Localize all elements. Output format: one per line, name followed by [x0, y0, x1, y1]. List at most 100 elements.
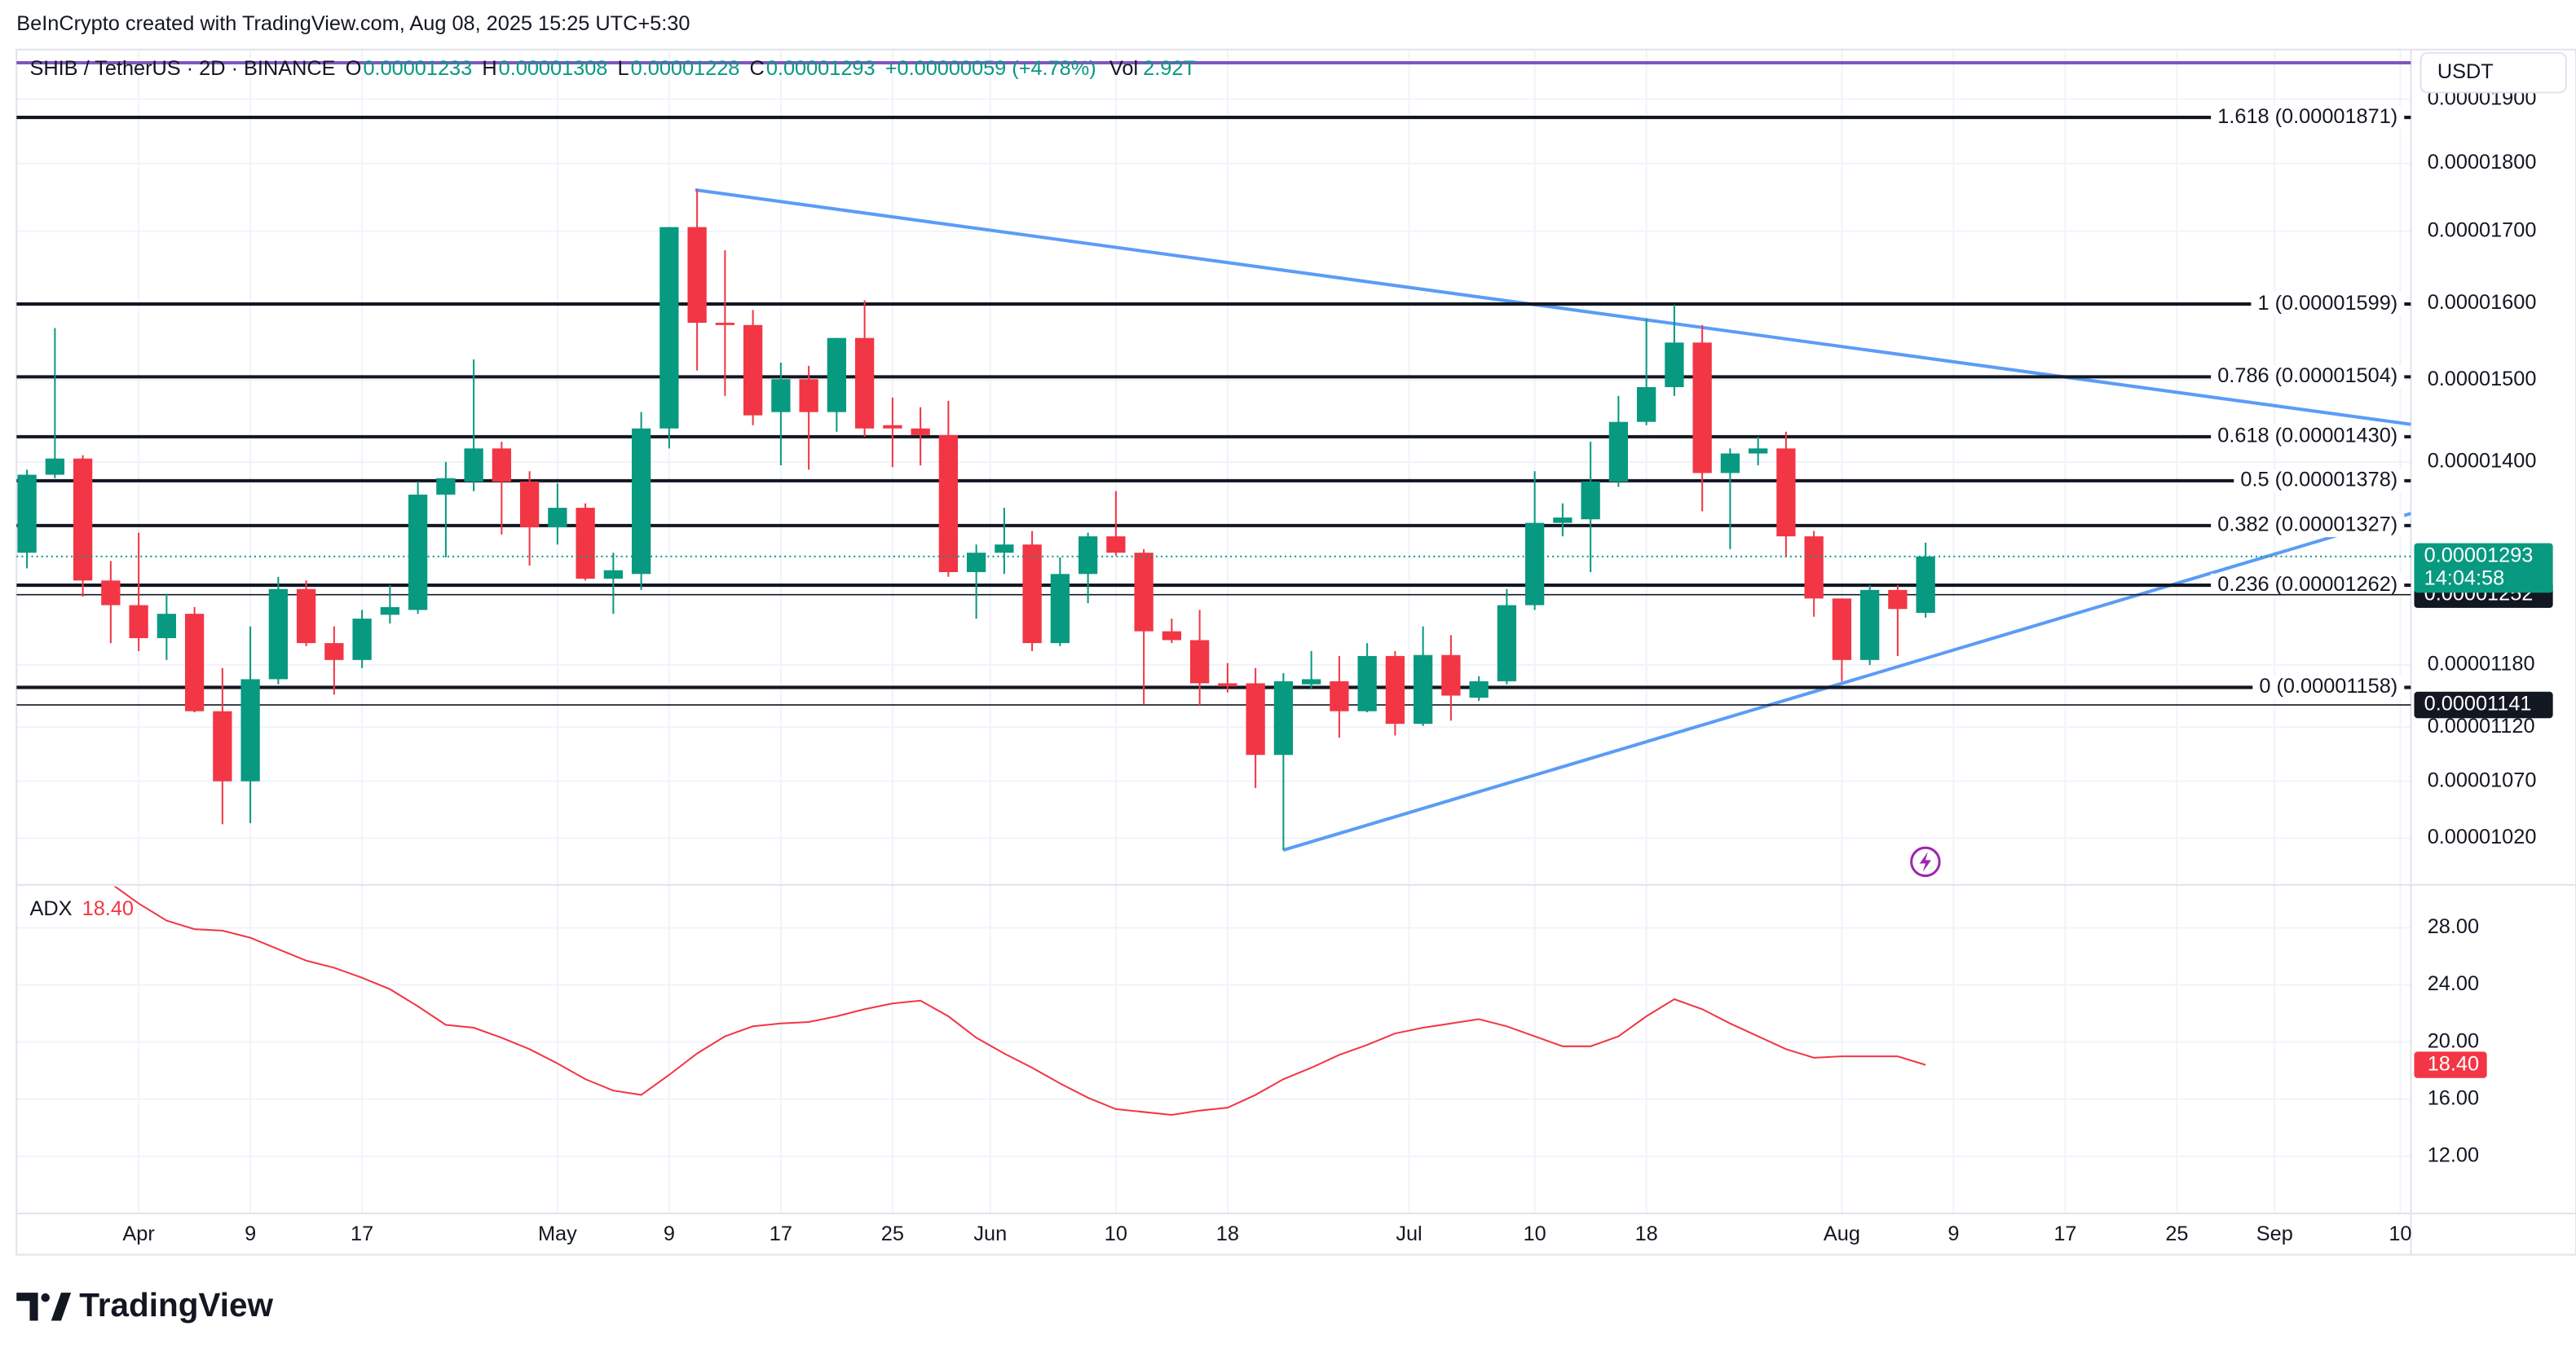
candle-body — [1246, 683, 1265, 755]
x-tick-label: 25 — [2165, 1222, 2188, 1245]
candle-body — [157, 614, 176, 639]
candle-body — [1916, 556, 1935, 613]
x-tick-label: Jun — [973, 1222, 1007, 1245]
candle-body — [380, 606, 400, 615]
candle-body — [464, 448, 483, 482]
y-tick-label: 0.00001500 — [2428, 368, 2537, 390]
candle-body — [631, 428, 651, 575]
candle-body — [1749, 448, 1768, 454]
candle-body — [1134, 553, 1153, 632]
x-tick-label: 25 — [881, 1222, 904, 1245]
currency-box — [2419, 51, 2567, 94]
x-tick-label: 18 — [1635, 1222, 1658, 1245]
y-tick-label: 24.00 — [2428, 972, 2479, 995]
candle-body — [883, 425, 902, 429]
countdown: 14:04:58 — [2424, 567, 2505, 590]
x-tick-label: 18 — [1216, 1222, 1239, 1245]
candle-body — [1106, 536, 1126, 553]
y-tick-label: 0.00001700 — [2428, 218, 2537, 241]
fib-label: 0.382 (0.00001327) — [2217, 513, 2397, 536]
legend-key: O — [346, 57, 362, 80]
credit: BeInCrypto created with TradingView.com,… — [16, 12, 690, 35]
lightning-icon — [1910, 846, 1941, 878]
candle-body — [1385, 655, 1405, 725]
y-tick-label: 0.00001120 — [2428, 715, 2535, 738]
candle-body — [1330, 681, 1349, 711]
candle-body — [659, 227, 679, 429]
candle-body — [938, 434, 959, 572]
fib-label-bg — [2211, 105, 2405, 130]
candle-body — [129, 605, 148, 639]
adx-line — [113, 886, 1926, 1116]
candle-body — [1637, 387, 1656, 422]
x-tick-label: 9 — [245, 1222, 256, 1245]
fib-label-bg — [2252, 676, 2405, 699]
candle-body — [548, 508, 567, 528]
adx-name: ADX — [29, 897, 72, 920]
candle-body — [1776, 448, 1796, 537]
brand-logo — [16, 1293, 72, 1321]
candle-body — [1497, 605, 1517, 681]
candle-body — [799, 379, 818, 412]
candle-body — [296, 588, 316, 644]
y-tick-label: 0.00001400 — [2428, 449, 2537, 472]
x-tick-label: 10 — [1105, 1222, 1127, 1245]
x-tick-label: 17 — [2053, 1222, 2076, 1245]
candle-body — [603, 570, 624, 579]
current-price-badge — [2414, 543, 2553, 593]
candle-body — [408, 494, 428, 610]
candle-body — [184, 614, 205, 711]
fib-label: 1.618 (0.00001871) — [2217, 105, 2397, 128]
candle-body — [854, 337, 875, 429]
x-tick-label: Jul — [1396, 1222, 1422, 1245]
candle-body — [966, 553, 986, 572]
fib-label-bg — [2211, 573, 2405, 597]
legend-symbol: SHIB / TetherUS · 2D · BINANCE — [29, 57, 335, 80]
candle-body — [1413, 654, 1433, 725]
lower-trendline — [1282, 512, 2411, 852]
fib-label: 0.5 (0.00001378) — [2240, 469, 2397, 491]
candle-body — [1218, 683, 1237, 687]
fib-label-bg — [2211, 513, 2405, 538]
fib-label: 0.786 (0.00001504) — [2217, 364, 2397, 387]
candle-body — [352, 619, 372, 660]
candle-body — [268, 588, 289, 680]
price-badge — [2414, 691, 2553, 719]
fib-label-bg — [2211, 365, 2405, 389]
candle-body — [715, 323, 735, 325]
legend-value: 0.00001308 — [499, 57, 608, 80]
price-pane: 1.618 (0.00001871) 1 (0.00001599) 0.786 (0… — [16, 105, 2411, 852]
candle-body — [1441, 654, 1461, 696]
candle-body — [45, 458, 64, 475]
y-tick-label: 12.00 — [2428, 1143, 2479, 1166]
candle-body — [1078, 536, 1098, 575]
candle-body — [771, 379, 791, 412]
fib-label-bg — [2211, 425, 2405, 449]
candle-body — [1581, 481, 1600, 520]
candle-body — [1050, 574, 1070, 644]
candle-body — [1860, 589, 1880, 660]
candle-body — [17, 474, 37, 553]
legend-key: Vol — [1109, 57, 1138, 80]
y-tick-label: 0.00001180 — [2428, 653, 2535, 676]
x-tick-label: Apr — [122, 1222, 155, 1245]
y-tick-label: 0.00001600 — [2428, 291, 2537, 314]
adx-badge-label: 18.40 — [2428, 1052, 2479, 1075]
x-tick-label: May — [538, 1222, 577, 1245]
candle-body — [576, 508, 595, 579]
current-price-label: 0.00001293 — [2424, 544, 2534, 566]
candle-body — [995, 544, 1014, 553]
fib-label-bg — [2234, 469, 2405, 493]
brand: TradingView — [79, 1286, 273, 1324]
candle-body — [1162, 631, 1182, 641]
fib-label: 1 (0.00001599) — [2258, 292, 2398, 315]
candle-body — [827, 337, 847, 412]
legend-value: 0.00001233 — [363, 57, 472, 80]
candle-body — [101, 580, 121, 606]
x-tick-label: 10 — [1524, 1222, 1546, 1245]
candle-body — [213, 711, 232, 782]
x-tick-label: 17 — [770, 1222, 792, 1245]
candle-body — [1469, 681, 1489, 698]
y-tick-label: 16.00 — [2428, 1086, 2479, 1109]
